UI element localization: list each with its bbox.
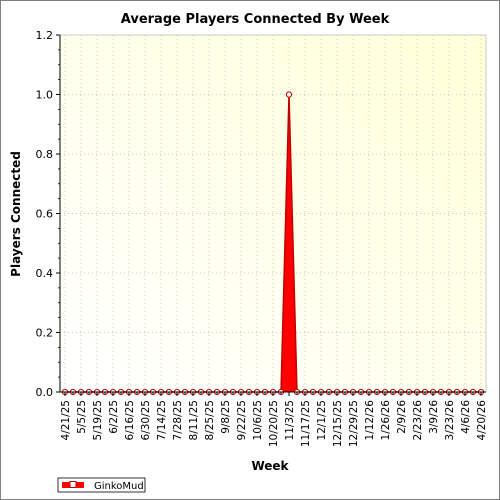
x-tick-label: 10/20/25 — [268, 400, 280, 447]
legend-box — [57, 477, 146, 493]
x-tick-label: 3/9/26 — [428, 400, 440, 434]
x-axis-label: Week — [251, 459, 289, 473]
x-tick-label: 12/29/25 — [348, 400, 360, 447]
x-tick-label: 11/17/25 — [300, 400, 312, 447]
x-tick-label: 1/26/26 — [380, 400, 392, 441]
x-tick-label: 6/30/25 — [140, 400, 152, 440]
x-tick-label: 4/6/26 — [460, 400, 472, 434]
x-tick-label: 6/16/25 — [124, 400, 136, 440]
x-tick-label: 11/3/25 — [284, 400, 296, 440]
x-tick-label: 6/2/25 — [108, 400, 120, 434]
x-tick-label: 1/12/26 — [364, 400, 376, 441]
x-tick-label: 2/23/26 — [412, 400, 424, 441]
y-axis-label: Players Connected — [9, 151, 23, 277]
y-tick-label: 0.0 — [36, 386, 54, 399]
x-tick-label: 12/15/25 — [332, 400, 344, 447]
y-tick-label: 1.2 — [36, 29, 54, 42]
x-tick-label: 5/19/25 — [92, 400, 104, 440]
x-tick-label: 10/6/25 — [252, 400, 264, 440]
y-tick-label: 0.8 — [36, 148, 54, 161]
legend-label: GinkoMud — [94, 481, 144, 492]
x-tick-label: 9/22/25 — [236, 400, 248, 440]
x-tick-label: 3/23/26 — [444, 400, 456, 441]
x-tick-label: 8/11/25 — [188, 400, 200, 440]
chart-title: Average Players Connected By Week — [121, 12, 390, 27]
y-tick-label: 0.6 — [36, 208, 54, 221]
x-tick-label: 8/25/25 — [204, 400, 216, 440]
y-tick-label: 0.4 — [36, 267, 54, 280]
y-tick-label: 0.2 — [36, 327, 54, 340]
x-tick-label: 2/9/26 — [396, 400, 408, 434]
grid — [60, 34, 486, 392]
y-tick-label: 1.0 — [36, 89, 54, 102]
axes: 0.0 0.2 0.4 0.6 0.8 1.0 1.2 4/21/25 5/5/25 5/19/2… — [36, 29, 489, 447]
x-tick-label: 4/20/26 — [476, 400, 488, 441]
x-tick-label: 7/28/25 — [172, 400, 184, 440]
legend-marker — [69, 481, 77, 488]
x-tick-label: 12/1/25 — [316, 400, 328, 440]
x-tick-label: 5/5/25 — [76, 400, 88, 434]
x-tick-label: 4/21/25 — [60, 400, 72, 440]
legend: GinkoMud — [57, 477, 146, 493]
x-tick-label: 7/14/25 — [156, 400, 168, 440]
data-point — [285, 91, 293, 98]
x-tick-label: 9/8/25 — [220, 400, 232, 434]
